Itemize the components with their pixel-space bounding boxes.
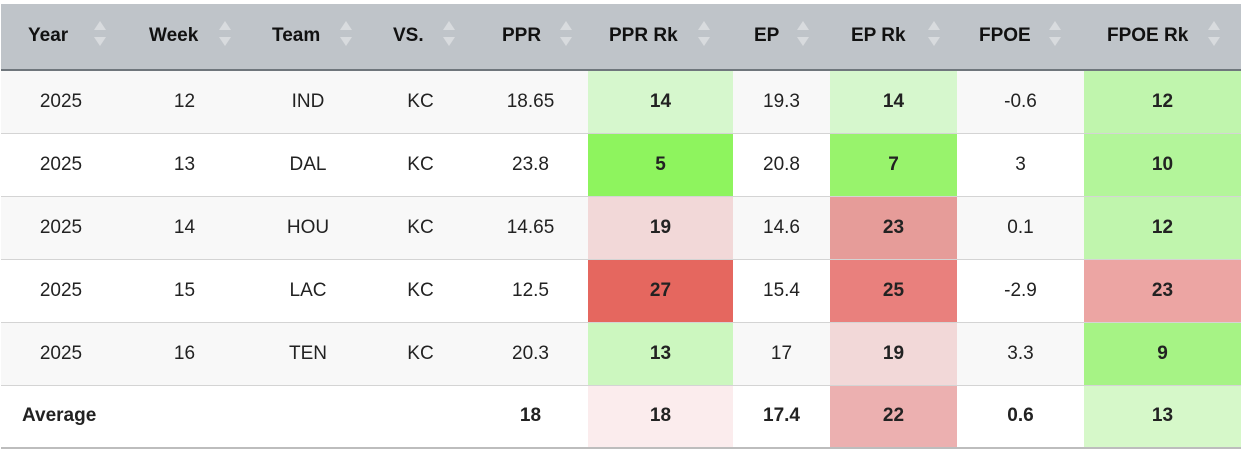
cell-vs: KC — [368, 259, 473, 323]
column-header-label: FPOE Rk — [1107, 25, 1189, 46]
stats-table: Year Week Team VS. PPR PPR Rk EP EP Rk FPOE FPOE … — [1, 4, 1241, 449]
sort-arrows-icon[interactable] — [560, 21, 572, 51]
cell-ep: 19.3 — [733, 70, 830, 134]
cell-ep: 14.6 — [733, 196, 830, 260]
column-header-label: PPR — [502, 25, 542, 46]
cell-ppr: 23.8 — [473, 133, 588, 197]
column-header-ep-rk[interactable]: EP Rk — [830, 4, 957, 71]
cell-ep-rk: 19 — [830, 322, 957, 386]
header-row: Year Week Team VS. PPR PPR Rk EP EP Rk FPOE FPOE … — [1, 4, 1241, 71]
column-header-ppr[interactable]: PPR — [473, 4, 588, 71]
column-header-year[interactable]: Year — [1, 4, 121, 71]
column-header-label: EP — [754, 25, 780, 46]
average-cell-ppr: 18 — [473, 385, 588, 449]
cell-fpoe: -2.9 — [957, 259, 1084, 323]
cell-ppr-rk: 5 — [588, 133, 733, 197]
sort-arrows-icon[interactable] — [94, 21, 106, 51]
sort-arrows-icon[interactable] — [928, 21, 940, 51]
cell-ppr: 14.65 — [473, 196, 588, 260]
cell-week: 14 — [121, 196, 248, 260]
cell-team: IND — [248, 70, 368, 134]
average-cell-ep-rk: 22 — [830, 385, 957, 449]
cell-year: 2025 — [1, 196, 121, 260]
sort-arrows-icon[interactable] — [1208, 21, 1220, 51]
average-empty-cell — [248, 385, 368, 449]
cell-ppr-rk: 27 — [588, 259, 733, 323]
cell-ppr: 20.3 — [473, 322, 588, 386]
sort-arrows-icon[interactable] — [698, 21, 710, 51]
average-cell-fpoe: 0.6 — [957, 385, 1084, 449]
column-header-label: FPOE — [979, 25, 1031, 46]
column-header-ppr-rk[interactable]: PPR Rk — [588, 4, 733, 71]
column-header-fpoe-rk[interactable]: FPOE Rk — [1084, 4, 1241, 71]
cell-ep-rk: 14 — [830, 70, 957, 134]
column-header-label: Year — [28, 25, 69, 46]
sort-arrows-icon[interactable] — [219, 21, 231, 51]
cell-year: 2025 — [1, 322, 121, 386]
cell-fpoe: -0.6 — [957, 70, 1084, 134]
cell-year: 2025 — [1, 259, 121, 323]
cell-ppr: 18.65 — [473, 70, 588, 134]
column-header-label: Week — [149, 25, 199, 46]
cell-ppr-rk: 19 — [588, 196, 733, 260]
table-row: 2025 14 HOU KC 14.65 19 14.6 23 0.1 12 — [1, 196, 1241, 260]
cell-ep: 20.8 — [733, 133, 830, 197]
cell-year: 2025 — [1, 133, 121, 197]
table-body: 2025 12 IND KC 18.65 14 19.3 14 -0.6 12 2025 13 DAL K… — [1, 70, 1241, 449]
cell-week: 16 — [121, 322, 248, 386]
cell-fpoe: 3.3 — [957, 322, 1084, 386]
cell-fpoe-rk: 12 — [1084, 70, 1241, 134]
column-header-label: PPR Rk — [609, 25, 678, 46]
column-header-label: VS. — [393, 25, 424, 46]
column-header-label: EP Rk — [851, 25, 906, 46]
cell-vs: KC — [368, 322, 473, 386]
cell-week: 15 — [121, 259, 248, 323]
table-row: 2025 15 LAC KC 12.5 27 15.4 25 -2.9 23 — [1, 259, 1241, 323]
column-header-ep[interactable]: EP — [733, 4, 830, 71]
average-cell-ppr-rk: 18 — [588, 385, 733, 449]
cell-week: 13 — [121, 133, 248, 197]
cell-fpoe: 3 — [957, 133, 1084, 197]
table-row: 2025 13 DAL KC 23.8 5 20.8 7 3 10 — [1, 133, 1241, 197]
sort-arrows-icon[interactable] — [340, 21, 352, 51]
cell-ppr-rk: 13 — [588, 322, 733, 386]
cell-ppr-rk: 14 — [588, 70, 733, 134]
column-header-fpoe[interactable]: FPOE — [957, 4, 1084, 71]
column-header-team[interactable]: Team — [248, 4, 368, 71]
average-empty-cell — [368, 385, 473, 449]
cell-ep: 15.4 — [733, 259, 830, 323]
table-row: 2025 12 IND KC 18.65 14 19.3 14 -0.6 12 — [1, 70, 1241, 134]
average-cell-fpoe-rk: 13 — [1084, 385, 1241, 449]
table-row: 2025 16 TEN KC 20.3 13 17 19 3.3 9 — [1, 322, 1241, 386]
cell-vs: KC — [368, 133, 473, 197]
average-empty-cell — [121, 385, 248, 449]
column-header-label: Team — [272, 25, 321, 46]
average-cell-ep: 17.4 — [733, 385, 830, 449]
cell-team: LAC — [248, 259, 368, 323]
cell-year: 2025 — [1, 70, 121, 134]
cell-fpoe-rk: 9 — [1084, 322, 1241, 386]
cell-fpoe-rk: 12 — [1084, 196, 1241, 260]
cell-ep-rk: 25 — [830, 259, 957, 323]
sort-arrows-icon[interactable] — [443, 21, 455, 51]
cell-fpoe-rk: 10 — [1084, 133, 1241, 197]
cell-ep-rk: 23 — [830, 196, 957, 260]
cell-team: HOU — [248, 196, 368, 260]
cell-team: DAL — [248, 133, 368, 197]
cell-ep-rk: 7 — [830, 133, 957, 197]
column-header-week[interactable]: Week — [121, 4, 248, 71]
column-header-vs[interactable]: VS. — [368, 4, 473, 71]
cell-vs: KC — [368, 196, 473, 260]
average-row: Average 18 18 17.4 22 0.6 13 — [1, 385, 1241, 449]
cell-team: TEN — [248, 322, 368, 386]
cell-ep: 17 — [733, 322, 830, 386]
cell-fpoe: 0.1 — [957, 196, 1084, 260]
cell-week: 12 — [121, 70, 248, 134]
cell-vs: KC — [368, 70, 473, 134]
average-label: Average — [1, 385, 121, 449]
sort-arrows-icon[interactable] — [1049, 21, 1061, 51]
cell-ppr: 12.5 — [473, 259, 588, 323]
sort-arrows-icon[interactable] — [797, 21, 809, 51]
cell-fpoe-rk: 23 — [1084, 259, 1241, 323]
